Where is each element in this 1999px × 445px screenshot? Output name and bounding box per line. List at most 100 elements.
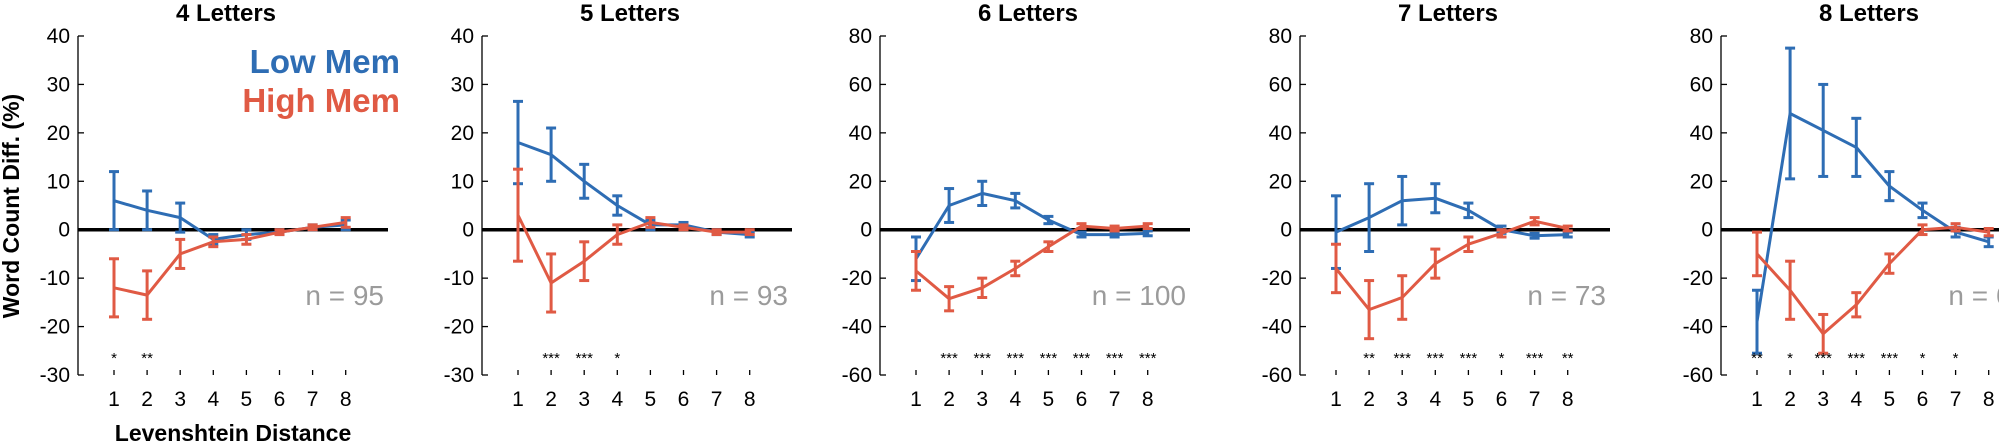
x-tick-label: 6	[1076, 388, 1088, 411]
panel-title: 6 Letters	[978, 0, 1078, 27]
significance-marker: ***	[1814, 350, 1832, 367]
significance-marker: ***	[1139, 350, 1157, 367]
y-tick-label: 40	[47, 25, 70, 48]
x-tick-label: 1	[512, 388, 524, 411]
y-tick-label: -60	[1262, 364, 1292, 387]
significance-marker: ***	[1881, 350, 1899, 367]
x-tick-label: 4	[1429, 388, 1441, 411]
y-tick-label: -10	[40, 267, 70, 290]
panel-title: 4 Letters	[176, 0, 276, 27]
x-tick-label: 4	[1850, 388, 1862, 411]
series-line	[113, 199, 346, 241]
series-high-mem	[109, 216, 351, 321]
n-label: n = 95	[305, 280, 384, 311]
y-tick-label: 0	[1280, 219, 1292, 242]
y-tick-label: -30	[444, 364, 474, 387]
x-tick-label: 5	[1884, 388, 1896, 411]
significance-marker: *	[1920, 350, 1926, 367]
y-tick-label: -20	[1262, 267, 1292, 290]
significance-marker: **	[1363, 350, 1375, 367]
y-tick-label: -20	[444, 316, 474, 339]
y-tick-label: -40	[842, 316, 872, 339]
y-tick-label: 40	[1269, 122, 1292, 145]
y-tick-label: -60	[842, 364, 872, 387]
y-tick-label: 80	[1690, 25, 1713, 48]
x-tick-label: 1	[1751, 388, 1763, 411]
series-line	[1334, 219, 1569, 312]
x-tick-label: 7	[1529, 388, 1541, 411]
significance-marker: ***	[1848, 350, 1866, 367]
y-tick-label: 60	[1269, 73, 1292, 96]
y-tick-label: 40	[1690, 122, 1713, 145]
n-label: n = 100	[1092, 280, 1186, 311]
x-tick-label: 1	[910, 388, 922, 411]
significance-marker: **	[1562, 350, 1574, 367]
x-tick-label: 7	[307, 388, 319, 411]
y-tick-label: -40	[1683, 316, 1713, 339]
y-tick-label: 80	[1269, 25, 1292, 48]
y-tick-label: 0	[462, 219, 474, 242]
x-axis-label: Levenshtein Distance	[115, 420, 351, 445]
series-line	[1335, 196, 1568, 238]
significance-marker: ***	[542, 350, 560, 367]
x-tick-label: 8	[1562, 388, 1574, 411]
x-tick-label: 2	[545, 388, 557, 411]
significance-marker: ***	[1040, 350, 1058, 367]
significance-marker: *	[614, 350, 620, 367]
y-tick-label: -10	[444, 267, 474, 290]
significance-marker: ***	[1106, 350, 1124, 367]
x-tick-label: 7	[1950, 388, 1962, 411]
x-tick-label: 6	[1496, 388, 1508, 411]
y-tick-label: 30	[451, 73, 474, 96]
y-tick-label: 10	[451, 170, 474, 193]
series-line	[1755, 225, 1989, 336]
y-tick-label: 40	[849, 122, 872, 145]
x-tick-label: 8	[744, 388, 756, 411]
y-tick-label: 20	[451, 122, 474, 145]
x-tick-label: 5	[241, 388, 253, 411]
x-tick-label: 2	[1784, 388, 1796, 411]
y-tick-label: 10	[47, 170, 70, 193]
y-tick-label: -40	[1262, 316, 1292, 339]
x-tick-label: 3	[976, 388, 988, 411]
x-tick-label: 2	[943, 388, 955, 411]
x-tick-label: 6	[678, 388, 690, 411]
x-tick-label: 8	[340, 388, 352, 411]
x-tick-label: 5	[1043, 388, 1055, 411]
y-tick-label: 20	[1269, 170, 1292, 193]
y-tick-label: 40	[451, 25, 474, 48]
x-tick-label: 3	[1817, 388, 1829, 411]
legend-entry: High Mem	[242, 82, 400, 119]
significance-marker: *	[1787, 350, 1793, 367]
x-tick-label: 3	[578, 388, 590, 411]
x-tick-label: 3	[1396, 388, 1408, 411]
x-tick-label: 7	[711, 388, 723, 411]
x-tick-label: 1	[108, 388, 120, 411]
significance-marker: *	[1499, 350, 1505, 367]
series-line	[914, 191, 1148, 260]
y-tick-label: -20	[1683, 267, 1713, 290]
n-label: n = 93	[709, 280, 788, 311]
series-line	[516, 214, 750, 285]
y-axis-label: Word Count Diff. (%)	[0, 94, 24, 318]
n-label: n = 60	[1948, 280, 1999, 311]
series-low-mem	[109, 170, 351, 246]
panel-title: 8 Letters	[1819, 0, 1919, 27]
x-tick-label: 4	[207, 388, 219, 411]
significance-marker: ***	[940, 350, 958, 367]
series-line	[915, 224, 1148, 301]
y-tick-label: 20	[47, 122, 70, 145]
significance-marker: ***	[1460, 350, 1478, 367]
significance-marker: **	[1751, 350, 1763, 367]
significance-marker: ***	[1073, 350, 1091, 367]
y-tick-label: 20	[849, 170, 872, 193]
x-tick-label: 5	[1463, 388, 1475, 411]
y-tick-label: -20	[842, 267, 872, 290]
x-tick-label: 6	[274, 388, 286, 411]
significance-marker: ***	[1393, 350, 1411, 367]
